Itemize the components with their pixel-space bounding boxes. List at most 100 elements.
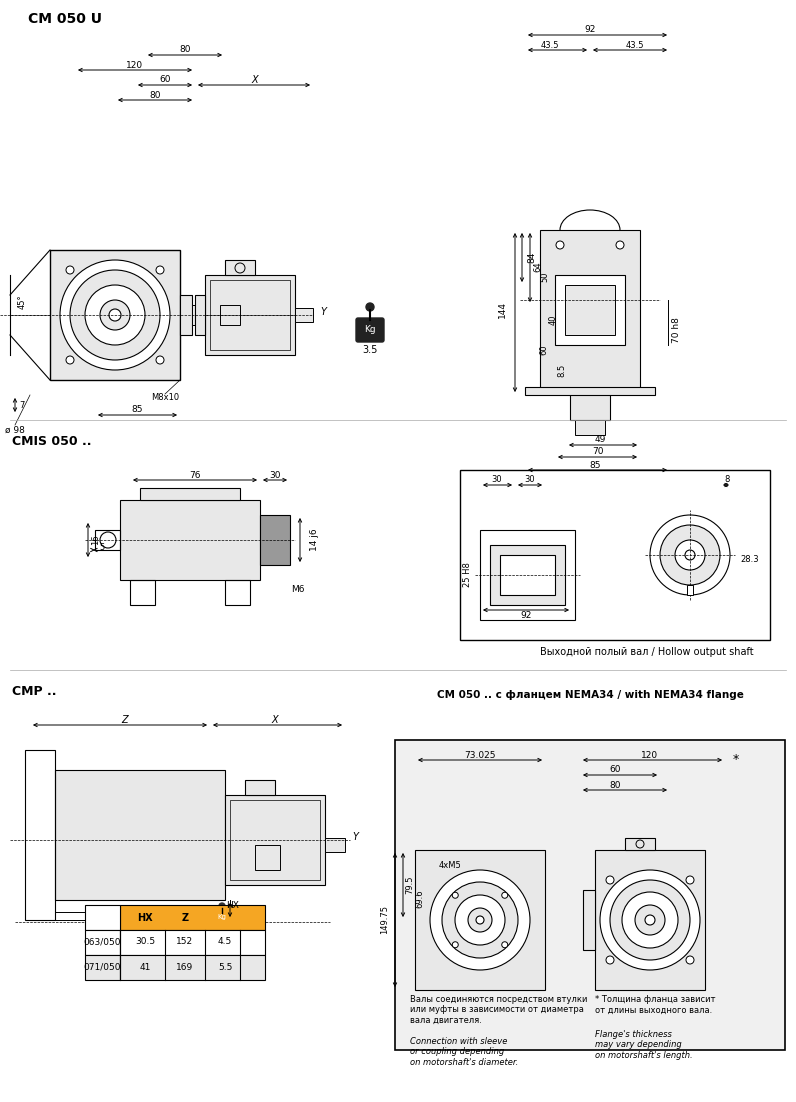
Bar: [555, 276, 625, 345]
Circle shape: [650, 515, 730, 595]
Text: 43.5: 43.5: [626, 41, 644, 50]
Circle shape: [635, 905, 665, 934]
Bar: [120, 930, 265, 955]
Circle shape: [610, 880, 690, 960]
Text: 70 h8: 70 h8: [672, 317, 681, 343]
FancyBboxPatch shape: [214, 912, 230, 926]
Text: 73.025: 73.025: [464, 750, 496, 759]
Text: 79.5: 79.5: [405, 876, 415, 894]
Text: Выходной полый вал / Hollow output shaft: Выходной полый вал / Hollow output shaft: [540, 647, 754, 657]
Bar: [480, 530, 575, 620]
Text: 85: 85: [131, 406, 142, 414]
Text: 28.3: 28.3: [740, 555, 759, 564]
Text: M6: M6: [291, 585, 305, 594]
Text: 071/050: 071/050: [84, 962, 121, 972]
Bar: [85, 955, 120, 980]
Circle shape: [476, 916, 484, 923]
Text: 40: 40: [548, 315, 557, 325]
Text: 70: 70: [592, 447, 603, 456]
Bar: [140, 488, 240, 500]
Text: 84: 84: [528, 251, 537, 262]
Bar: [575, 420, 605, 435]
Text: 30: 30: [525, 475, 536, 485]
Circle shape: [452, 942, 458, 948]
Text: 60: 60: [540, 345, 548, 355]
Bar: [395, 741, 785, 1050]
Text: 169: 169: [177, 962, 193, 972]
Bar: [220, 305, 240, 325]
Circle shape: [606, 957, 614, 964]
Circle shape: [430, 869, 530, 970]
Text: Kg: Kg: [365, 325, 376, 335]
Text: Kg: Kg: [217, 914, 226, 920]
Text: CMIS 050 ..: CMIS 050 ..: [12, 435, 92, 449]
Bar: [25, 750, 55, 920]
Text: X: X: [271, 715, 279, 725]
Bar: [583, 890, 595, 950]
Bar: [225, 580, 250, 605]
Text: 69.6: 69.6: [416, 889, 424, 908]
Circle shape: [606, 876, 614, 884]
Text: 80: 80: [150, 90, 161, 99]
Circle shape: [468, 908, 492, 932]
Text: 144: 144: [498, 302, 506, 318]
Text: Z: Z: [122, 715, 128, 725]
Bar: [205, 276, 295, 355]
Text: 120: 120: [642, 750, 658, 759]
Circle shape: [600, 869, 700, 970]
Bar: [192, 305, 200, 325]
Text: 60: 60: [159, 76, 171, 85]
Text: 30: 30: [269, 471, 281, 479]
Bar: [255, 845, 280, 869]
Text: 92: 92: [584, 25, 595, 34]
Bar: [540, 230, 640, 390]
Text: 4xM5: 4xM5: [439, 861, 462, 869]
Text: 50: 50: [540, 272, 549, 282]
Bar: [460, 469, 770, 640]
Bar: [325, 838, 345, 852]
Text: 64: 64: [533, 261, 543, 272]
Text: 25 H8: 25 H8: [463, 562, 473, 587]
Circle shape: [452, 893, 458, 898]
Bar: [245, 780, 275, 795]
Circle shape: [156, 266, 164, 274]
Bar: [230, 800, 320, 880]
Circle shape: [616, 241, 624, 249]
Text: CM 050 U: CM 050 U: [28, 12, 102, 26]
Text: 16: 16: [92, 534, 100, 545]
Bar: [85, 905, 120, 930]
Text: 80: 80: [609, 780, 621, 789]
Circle shape: [686, 957, 694, 964]
Text: * Толщина фланца зависит
от длины выходного вала.: * Толщина фланца зависит от длины выходн…: [595, 995, 716, 1015]
Circle shape: [85, 285, 145, 345]
Text: 60: 60: [609, 766, 621, 775]
FancyBboxPatch shape: [356, 318, 384, 342]
Bar: [260, 515, 290, 565]
Bar: [625, 838, 655, 850]
Text: Connection with sleeve
or coupling depending
on motorshaft's diameter.: Connection with sleeve or coupling depen…: [410, 1037, 518, 1067]
Text: 76: 76: [189, 471, 201, 479]
Text: Flange's thickness
may vary depending
on motorshaft's length.: Flange's thickness may vary depending on…: [595, 1030, 693, 1060]
Text: 3.5: 3.5: [362, 345, 377, 355]
Text: ø 98: ø 98: [5, 425, 25, 434]
Text: Z: Z: [181, 912, 189, 923]
Bar: [85, 930, 120, 955]
Bar: [525, 387, 655, 395]
Bar: [120, 905, 265, 930]
Text: *: *: [733, 754, 739, 767]
Bar: [120, 500, 260, 580]
Bar: [490, 545, 565, 605]
Circle shape: [622, 892, 678, 948]
Circle shape: [366, 303, 374, 311]
Circle shape: [60, 260, 170, 370]
Text: HX: HX: [137, 912, 153, 923]
Text: 80: 80: [179, 45, 191, 54]
Circle shape: [501, 893, 508, 898]
Circle shape: [219, 903, 225, 909]
Text: Y: Y: [320, 307, 326, 317]
Text: 41: 41: [139, 962, 150, 972]
Text: 49: 49: [595, 435, 606, 444]
Text: HX: HX: [227, 900, 240, 909]
Circle shape: [442, 882, 518, 958]
Circle shape: [455, 895, 505, 946]
